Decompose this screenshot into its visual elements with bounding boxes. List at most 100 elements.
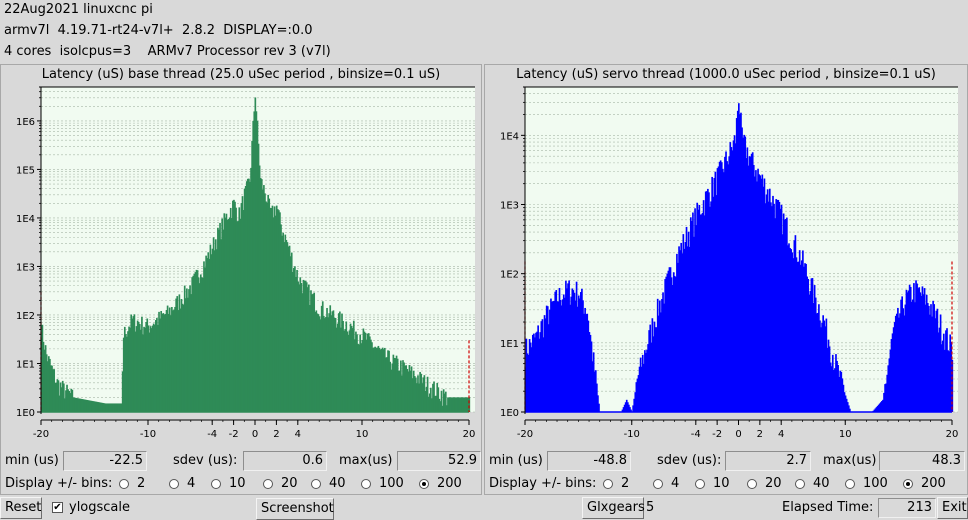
servo-histogram-bar <box>664 279 667 412</box>
glxgears-button[interactable]: Glxgears <box>582 497 645 519</box>
radio-dot-icon[interactable] <box>211 479 221 489</box>
base-histogram-bar <box>406 368 409 412</box>
servo-histogram-bar <box>702 200 705 412</box>
base-histogram-bar <box>288 245 291 412</box>
radio-dot-icon[interactable] <box>695 479 705 489</box>
base-histogram-bar <box>143 326 145 412</box>
base-bins-radio-40[interactable]: 40 <box>311 476 346 492</box>
servo-histogram-bar <box>588 332 591 412</box>
servo-histogram-bar <box>598 403 600 412</box>
header-system-info: armv7l 4.19.71-rt24-v7l+ 2.8.2 DISPLAY=:… <box>4 23 313 38</box>
reset-button[interactable]: Reset <box>0 497 42 519</box>
base-histogram-bar <box>73 397 76 412</box>
base-histogram-bar <box>278 210 280 412</box>
base-histogram-bar <box>196 270 199 412</box>
servo-histogram-bar <box>948 351 950 412</box>
servo-histogram-bar <box>799 264 802 412</box>
radio-dot-icon[interactable] <box>169 479 179 489</box>
radio-dot-icon[interactable] <box>903 479 913 489</box>
base-histogram-bar <box>291 271 294 412</box>
exit-button[interactable]: Exit <box>937 497 968 519</box>
base-histogram-bar <box>65 390 67 412</box>
servo-histogram-bar <box>526 353 529 412</box>
servo-histogram-bar <box>539 332 542 412</box>
base-histogram-bar <box>137 321 140 412</box>
radio-dot-icon[interactable] <box>119 479 129 489</box>
base-histogram-bar <box>237 221 240 412</box>
base-x-tick-label: -2 <box>229 429 239 440</box>
servo-histogram-bar <box>525 338 528 412</box>
radio-dot-icon[interactable] <box>845 479 855 489</box>
servo-histogram-bar <box>629 407 631 412</box>
base-histogram-bar <box>336 323 339 412</box>
servo-histogram-bar <box>741 127 743 412</box>
servo-histogram-bar <box>752 164 755 412</box>
base-histogram-bar <box>335 327 338 412</box>
ylogscale-label: ylogscale <box>69 500 131 515</box>
servo-bins-radio-40[interactable]: 40 <box>795 476 830 492</box>
servo-histogram-bar <box>656 298 659 412</box>
servo-histogram-bar <box>700 214 703 412</box>
servo-histogram-bar <box>788 243 790 412</box>
radio-dot-icon[interactable] <box>419 479 429 489</box>
base-histogram-bar <box>420 373 423 412</box>
servo-histogram-bar <box>596 383 598 412</box>
base-histogram-bar <box>433 381 435 412</box>
base-histogram-bar <box>438 398 441 412</box>
base-bins-radio-100[interactable]: 100 <box>361 476 404 492</box>
base-histogram-bar <box>102 403 105 412</box>
servo-histogram-bar <box>783 219 786 412</box>
servo-histogram-bar <box>641 354 644 412</box>
base-bins-radio-200[interactable]: 200 <box>419 476 462 492</box>
base-histogram-bar <box>240 203 243 412</box>
radio-dot-icon[interactable] <box>795 479 805 489</box>
servo-bins-radio-100[interactable]: 100 <box>845 476 888 492</box>
screenshot-button[interactable]: Screenshot <box>256 498 334 520</box>
base-histogram-bar <box>383 347 386 412</box>
radio-dot-icon[interactable] <box>311 479 321 489</box>
base-histogram-bar <box>271 205 274 412</box>
radio-dot-icon[interactable] <box>361 479 371 489</box>
radio-dot-icon[interactable] <box>603 479 613 489</box>
base-bins-radio-20[interactable]: 20 <box>263 476 298 492</box>
radio-dot-icon[interactable] <box>747 479 757 489</box>
base-histogram-bar <box>77 398 80 412</box>
base-histogram-bar <box>50 365 52 412</box>
base-histogram-bar <box>361 340 364 412</box>
base-histogram-bar <box>390 369 393 412</box>
base-y-tick-label: 1E5 <box>16 165 35 176</box>
servo-histogram-bar <box>550 298 552 412</box>
base-histogram-bar <box>332 310 335 412</box>
radio-dot-icon[interactable] <box>653 479 663 489</box>
base-histogram-bar <box>450 397 452 412</box>
servo-histogram-bar <box>697 209 700 412</box>
base-histogram-bar <box>238 207 241 412</box>
servo-histogram-bar <box>918 287 921 412</box>
servo-histogram-bar <box>558 287 561 412</box>
base-histogram-bar <box>348 330 351 412</box>
radio-dot-icon[interactable] <box>263 479 273 489</box>
checkmark-icon[interactable]: ✔ <box>52 502 63 513</box>
base-histogram-bar <box>269 207 272 412</box>
base-histogram-bar <box>105 403 108 412</box>
servo-bins-radio-4[interactable]: 4 <box>653 476 679 492</box>
base-histogram-bar <box>267 194 270 412</box>
servo-bins-radio-10[interactable]: 10 <box>695 476 730 492</box>
servo-bins-radio-2[interactable]: 2 <box>603 476 629 492</box>
servo-histogram-bar <box>659 300 661 412</box>
ylogscale-checkbox[interactable]: ✔ ylogscale <box>52 500 130 515</box>
base-histogram-bar <box>467 397 470 412</box>
servo-histogram-bar <box>561 299 564 412</box>
base-bins-radio-2[interactable]: 2 <box>119 476 145 492</box>
servo-histogram-bar <box>755 170 757 412</box>
base-histogram-bar <box>191 277 194 412</box>
base-histogram-bar <box>387 350 389 412</box>
servo-histogram-bar <box>824 326 827 412</box>
servo-bins-radio-20[interactable]: 20 <box>747 476 782 492</box>
base-histogram-bar <box>235 207 237 412</box>
base-bins-radio-10[interactable]: 10 <box>211 476 246 492</box>
servo-histogram-bar <box>540 321 543 412</box>
base-bins-radio-4[interactable]: 4 <box>169 476 195 492</box>
servo-bins-radio-200[interactable]: 200 <box>903 476 946 492</box>
